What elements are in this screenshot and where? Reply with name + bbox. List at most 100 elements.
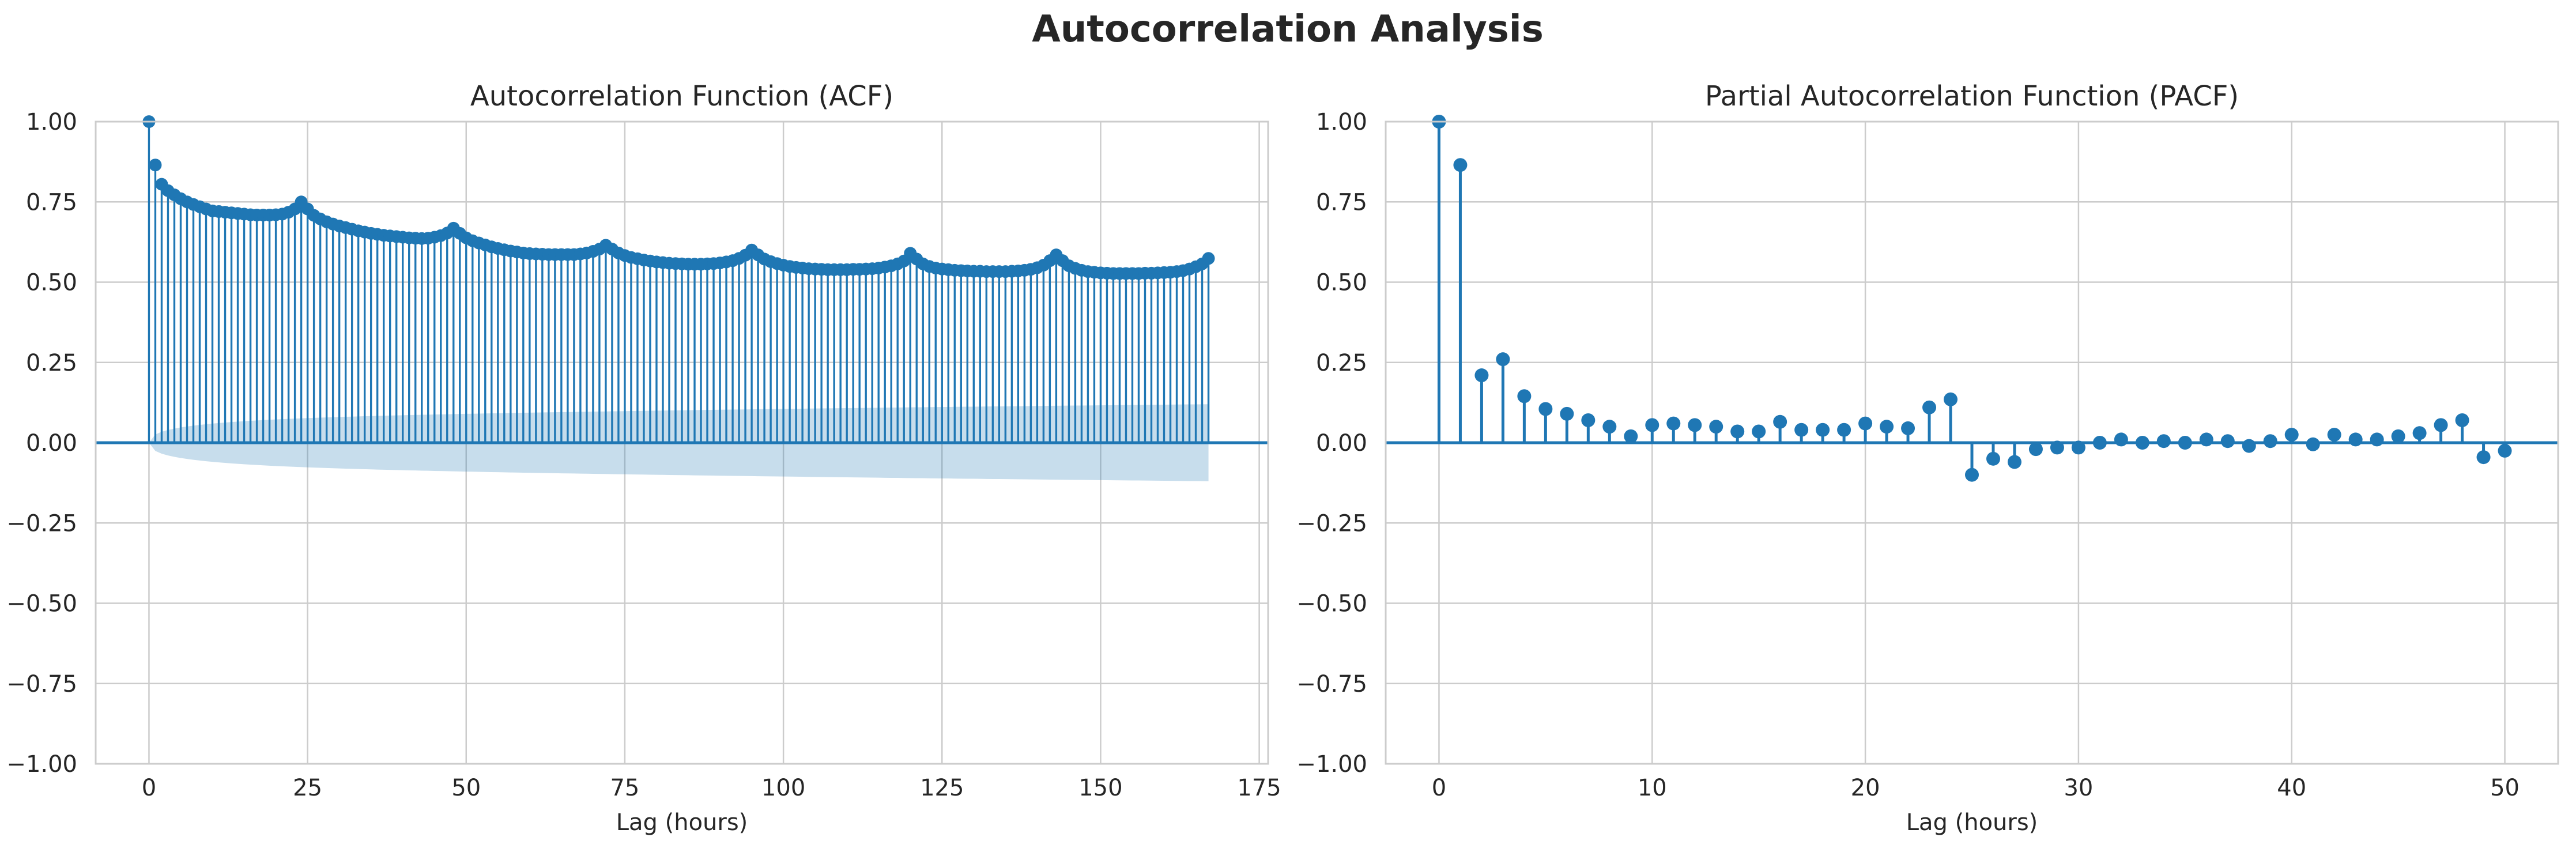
pacf-x-tick-label: 20 <box>1851 775 1880 801</box>
acf-y-tick-label: 0.75 <box>26 189 77 216</box>
pacf-panel: Partial Autocorrelation Function (PACF) … <box>1296 80 2559 836</box>
pacf-point <box>1688 418 1702 432</box>
pacf-point <box>2306 437 2320 451</box>
acf-y-tick-label: −1.00 <box>6 751 77 778</box>
pacf-point <box>2092 436 2107 450</box>
pacf-point <box>2114 432 2128 447</box>
pacf-y-tick-label: −0.50 <box>1296 591 1367 617</box>
pacf-point <box>2412 426 2427 440</box>
acf-title: Autocorrelation Function (ACF) <box>470 80 893 112</box>
pacf-x-tick-label: 50 <box>2490 775 2520 801</box>
pacf-point <box>1752 424 1766 439</box>
acf-x-tick-label: 100 <box>761 775 805 801</box>
pacf-y-tick-labels: −1.00 −0.75 −0.50 −0.25 0.00 0.25 0.50 0.75 1.00 <box>1296 109 1367 778</box>
pacf-point <box>1581 413 1596 428</box>
pacf-y-tick-label: 1.00 <box>1316 109 1367 135</box>
acf-x-tick-label: 125 <box>920 775 964 801</box>
pacf-x-axis-label: Lag (hours) <box>1906 809 2038 836</box>
pacf-point <box>1794 423 1809 437</box>
acf-y-tick-label: 0.50 <box>26 270 77 296</box>
acf-x-tick-label: 25 <box>293 775 322 801</box>
acf-panel: Autocorrelation Function (ACF) 0 25 50 75 10… <box>6 80 1281 836</box>
pacf-point <box>1645 418 1659 432</box>
pacf-y-tick-label: 0.75 <box>1316 189 1367 216</box>
pacf-point <box>1816 423 1830 437</box>
pacf-y-tick-label: −1.00 <box>1296 751 1367 778</box>
acf-y-tick-labels: −1.00 −0.75 −0.50 −0.25 0.00 0.25 0.50 0.75 1.00 <box>6 109 77 778</box>
pacf-point <box>2327 428 2341 442</box>
pacf-point <box>2050 440 2064 455</box>
acf-point <box>1202 252 1215 265</box>
pacf-point <box>2391 429 2405 443</box>
pacf-x-tick-label: 10 <box>1638 775 1667 801</box>
acf-x-axis-label: Lag (hours) <box>616 809 748 836</box>
pacf-point <box>2178 436 2192 450</box>
acf-x-tick-label: 0 <box>142 775 156 801</box>
pacf-point <box>2434 418 2448 432</box>
pacf-x-tick-label: 40 <box>2277 775 2306 801</box>
acf-axes-frame <box>95 120 1269 765</box>
pacf-point <box>2370 432 2384 447</box>
pacf-point <box>1922 400 1937 414</box>
acf-x-tick-label: 50 <box>451 775 481 801</box>
pacf-point <box>1538 402 1553 416</box>
pacf-point <box>2135 436 2149 450</box>
acf-x-tick-label: 75 <box>610 775 639 801</box>
pacf-point <box>1965 468 1979 482</box>
pacf-point <box>1709 420 1723 434</box>
pacf-y-tick-label: −0.75 <box>1296 671 1367 698</box>
pacf-point <box>1773 414 1787 429</box>
acf-markers <box>142 115 1215 280</box>
pacf-point <box>1986 451 2000 466</box>
pacf-point <box>1666 416 1681 431</box>
pacf-y-tick-label: 0.25 <box>1316 350 1367 376</box>
acf-y-tick-label: −0.75 <box>6 671 77 698</box>
pacf-point <box>1880 420 1894 434</box>
pacf-x-tick-labels: 0 10 20 30 40 50 <box>1432 775 2520 801</box>
pacf-point <box>1453 158 1468 172</box>
acf-y-tick-label: −0.25 <box>6 510 77 537</box>
acf-y-tick-label: −0.50 <box>6 591 77 617</box>
acf-y-tick-label: 0.00 <box>26 430 77 457</box>
acf-x-tick-label: 175 <box>1237 775 1281 801</box>
acf-x-tick-labels: 0 25 50 75 100 125 150 175 <box>142 775 1281 801</box>
pacf-point <box>2071 440 2085 455</box>
pacf-point <box>1624 429 1638 443</box>
pacf-y-tick-label: 0.00 <box>1316 430 1367 457</box>
pacf-title: Partial Autocorrelation Function (PACF) <box>1705 80 2239 112</box>
pacf-point <box>1560 406 1574 421</box>
pacf-point <box>1602 420 1617 434</box>
acf-y-tick-label: 0.25 <box>26 350 77 376</box>
pacf-markers <box>1432 115 2512 482</box>
pacf-axes-frame <box>1385 120 2559 765</box>
pacf-point <box>2242 439 2256 453</box>
pacf-point <box>2156 434 2171 448</box>
acf-y-tick-label: 1.00 <box>26 109 77 135</box>
pacf-x-tick-label: 30 <box>2064 775 2093 801</box>
pacf-point <box>1901 421 1915 435</box>
pacf-point <box>1944 392 1958 406</box>
pacf-point <box>2263 434 2277 448</box>
pacf-y-tick-label: 0.50 <box>1316 270 1367 296</box>
pacf-x-tick-label: 0 <box>1432 775 1446 801</box>
pacf-point <box>1837 423 1851 437</box>
pacf-point <box>2455 413 2469 428</box>
pacf-point <box>2348 432 2363 447</box>
pacf-point <box>2498 443 2512 458</box>
pacf-point <box>2028 442 2043 457</box>
pacf-point <box>1858 416 1873 431</box>
pacf-point <box>1517 389 1532 404</box>
pacf-point <box>2220 434 2235 448</box>
pacf-point <box>2476 450 2491 465</box>
pacf-y-tick-label: −0.25 <box>1296 510 1367 537</box>
pacf-point <box>2199 432 2213 447</box>
pacf-point <box>1496 352 1510 367</box>
acf-x-tick-label: 150 <box>1078 775 1122 801</box>
acf-point <box>149 159 162 172</box>
pacf-point <box>2284 428 2299 442</box>
figure-title: Autocorrelation Analysis <box>1032 8 1544 51</box>
pacf-point <box>2007 455 2021 469</box>
pacf-point <box>1730 424 1745 439</box>
acf-stems <box>148 122 1210 443</box>
